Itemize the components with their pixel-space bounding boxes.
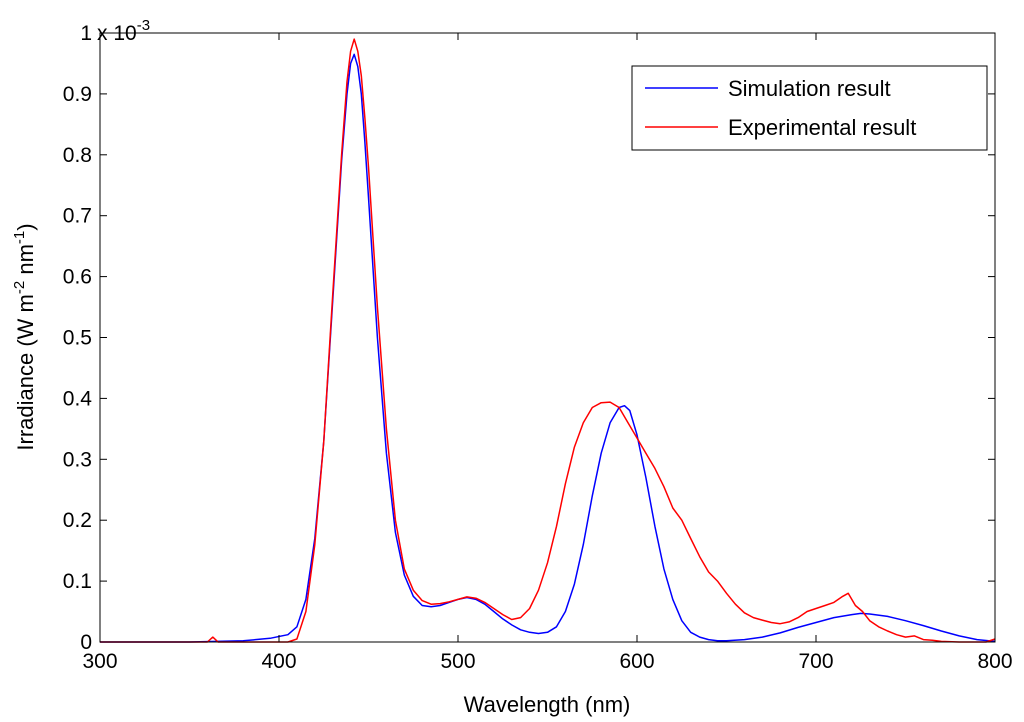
x-tick-label: 500	[440, 650, 475, 673]
y-axis-label-base: Irradiance (W m	[13, 294, 38, 450]
x-axis-label: Wavelength (nm)	[464, 692, 631, 717]
x-tick-label: 300	[82, 650, 117, 673]
y-tick-label: 0.1	[63, 570, 92, 593]
series-layer	[100, 38, 996, 643]
x-tick-label: 400	[261, 650, 296, 673]
y-axis-label-sup1: -2	[11, 281, 28, 294]
y-tick-label: 1	[80, 22, 92, 45]
y-axis-label: Irradiance (W m-2 nm-1)	[11, 223, 38, 450]
y-tick-label: 0.5	[63, 327, 92, 350]
y-tick-label: 0.6	[63, 266, 92, 289]
y-multiplier: x 10-3	[97, 17, 150, 45]
legend-label-simulation: Simulation result	[728, 76, 891, 101]
y-multiplier-exp: -3	[137, 17, 150, 34]
tick-layer	[99, 32, 996, 643]
y-tick-label: 0.2	[63, 509, 92, 532]
series-line-experimental	[100, 38, 996, 643]
y-tick-label: 0.3	[63, 448, 92, 471]
y-tick-label: 0.8	[63, 144, 92, 167]
y-multiplier-base: x 10	[97, 22, 137, 45]
tick-label-layer: 300 400 500 600 700 800 0 0.1 0.2 0.3 0.4 0.5 0.6 0.7…	[63, 22, 1013, 673]
y-tick-label: 0.7	[63, 205, 92, 228]
x-tick-label: 600	[619, 650, 654, 673]
y-axis-label-end: )	[13, 223, 38, 230]
legend: Simulation result Experimental result	[631, 65, 988, 151]
x-tick-label: 700	[798, 650, 833, 673]
series-line-simulation	[100, 53, 996, 643]
y-tick-label: 0.4	[63, 387, 93, 410]
y-axis-label-mid: nm	[13, 244, 38, 281]
x-tick-label: 800	[977, 650, 1012, 673]
y-tick-label: 0.9	[63, 83, 92, 106]
legend-box	[631, 65, 988, 151]
legend-label-experimental: Experimental result	[728, 115, 916, 140]
y-axis-label-sup2: -1	[11, 231, 28, 244]
y-tick-label: 0	[80, 631, 92, 654]
